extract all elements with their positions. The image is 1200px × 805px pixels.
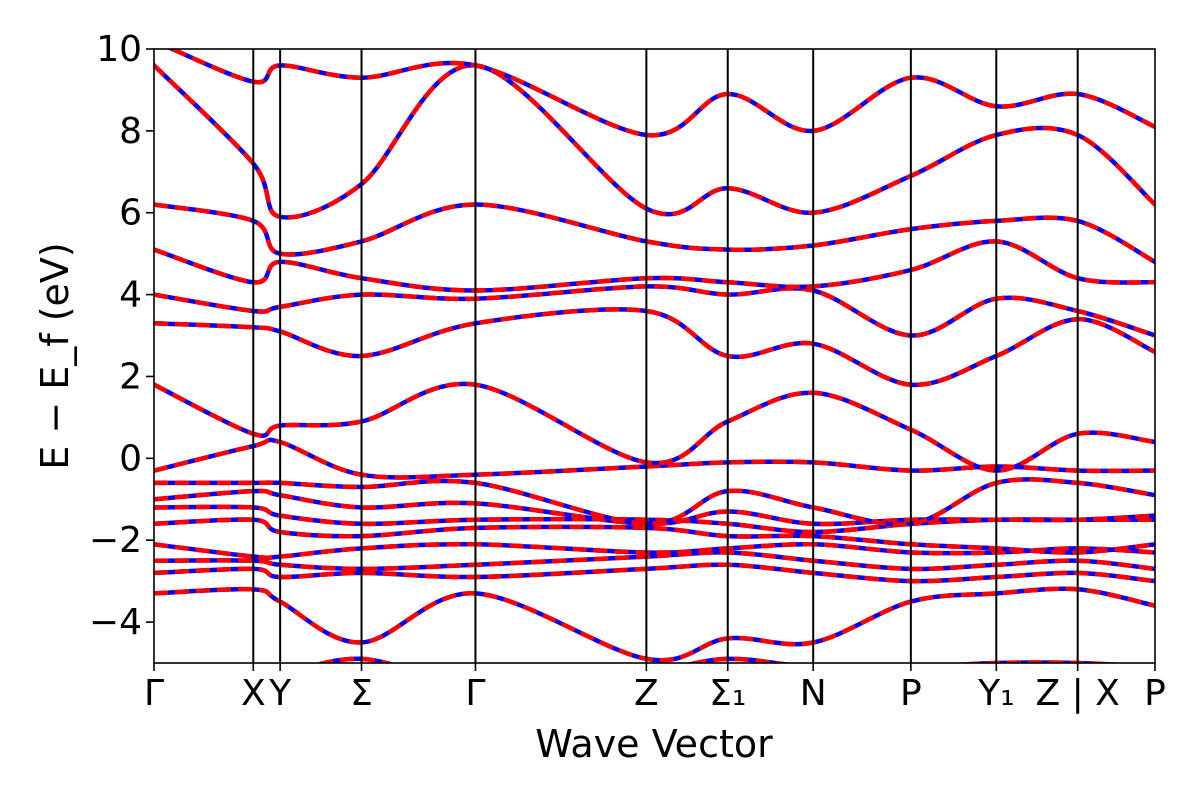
band-14-red-dashed	[154, 202, 1155, 264]
x-tick-label: Γ	[144, 673, 164, 714]
x-tick-label: X	[241, 673, 266, 714]
y-tick-label: 10	[96, 29, 142, 70]
y-tick-label: −4	[89, 602, 142, 643]
y-tick-label: 8	[119, 111, 142, 152]
band-15-blue	[154, 63, 1155, 220]
x-axis-title: Wave Vector	[535, 722, 773, 766]
band-13-blue	[154, 239, 1155, 293]
x-tick-label: Y	[268, 673, 292, 714]
x-tick-label: Z	[634, 673, 659, 714]
band-10-blue	[154, 381, 1155, 473]
x-tick-label: N	[800, 673, 827, 714]
band-15-red-dashed	[154, 63, 1155, 220]
band-16-red-dashed	[166, 49, 1155, 138]
band-16-blue	[166, 49, 1155, 138]
band-1-red-dashed	[154, 586, 1155, 663]
x-tick-label: Γ	[465, 673, 485, 714]
y-axis-title: E − E_f (eV)	[33, 242, 77, 470]
x-tick-label: Y₁	[977, 673, 1014, 714]
band-11-red-dashed	[154, 307, 1155, 387]
x-axis-ticks: Γ X Y Σ Γ Z Σ₁ N P Y₁ Z | X P	[144, 663, 1166, 714]
y-tick-label: 6	[119, 193, 142, 234]
y-tick-label: −2	[89, 520, 142, 561]
y-tick-label: 0	[119, 438, 142, 479]
x-tick-label: Σ₁	[709, 673, 746, 714]
plot-frame	[153, 48, 1156, 664]
x-tick-label: Σ	[350, 673, 373, 714]
bands-layer	[154, 49, 1155, 663]
band-11-blue	[154, 307, 1155, 387]
high-symmetry-lines	[252, 49, 1079, 663]
band-1-blue	[154, 586, 1155, 663]
y-axis-ticks: −4 −2 0 2 4 6 8 10	[89, 29, 154, 643]
y-tick-label: 4	[119, 275, 142, 316]
x-tick-label: P	[1144, 673, 1166, 714]
y-tick-label: 2	[119, 356, 142, 397]
x-tick-label: Z | X	[1036, 673, 1120, 714]
x-tick-label: P	[900, 673, 922, 714]
